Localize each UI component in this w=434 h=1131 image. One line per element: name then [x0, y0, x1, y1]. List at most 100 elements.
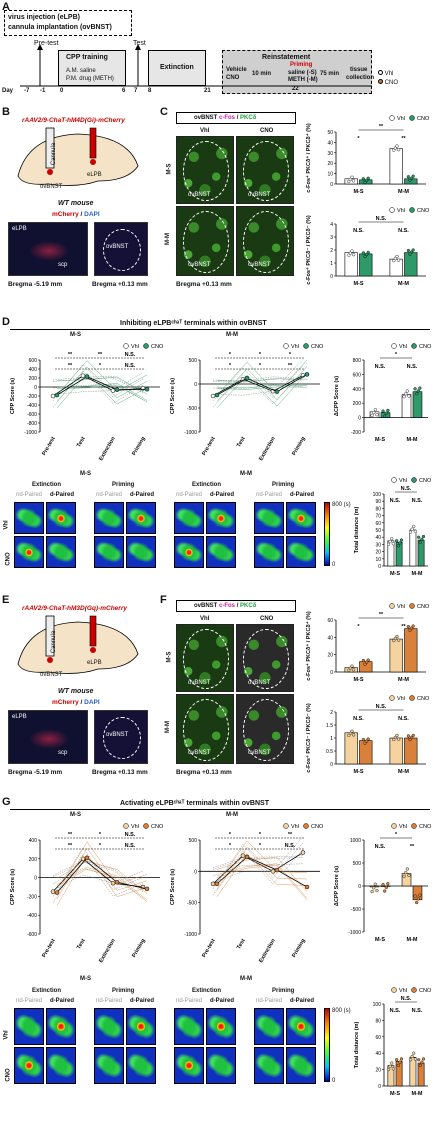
- data-point: [408, 178, 412, 182]
- heatmap-cell: [286, 1008, 316, 1045]
- data-point: [395, 1058, 399, 1062]
- legend-cno-label: CNO: [417, 604, 430, 610]
- individual-line: [52, 375, 144, 392]
- y-axis-label: Total distance (m): [354, 507, 360, 554]
- cannula-label-e: Cannula: [51, 630, 58, 654]
- am-label: A.M. saline: [66, 68, 96, 74]
- legend-cno-label: CNO: [419, 824, 432, 830]
- injection-box: [4, 10, 132, 36]
- bregma-f: Bregma +0.13 mm: [176, 769, 232, 776]
- legend-cno-marker: [409, 603, 415, 609]
- data-point: [388, 1064, 392, 1068]
- bar: [404, 252, 418, 277]
- panel-e: E rAAV2/9-ChaT-hM3D(Gq)-mCherry Cannula …: [0, 594, 160, 792]
- sig-label: N.S.: [125, 363, 136, 369]
- heatmap-cell: [126, 1047, 156, 1084]
- y-axis-label: c-Fos⁺ PKCδ⁻ / PKCδ⁻ (%): [305, 215, 312, 285]
- data-point: [399, 538, 404, 542]
- data-point: [386, 408, 390, 412]
- nd4-d: nd-Paired: [256, 492, 283, 498]
- y-tick-label: 3: [330, 235, 333, 241]
- nd1-d: nd-Paired: [16, 492, 43, 498]
- heatmap-cell: [94, 536, 124, 568]
- legend-vhl-label: Vhl: [397, 696, 405, 702]
- y-axis-label: c-Fos⁺ PKCδ⁺ / PKCδ⁺ (%): [305, 123, 312, 193]
- data-point: [411, 733, 415, 737]
- mcherry-label-b: mCherry: [52, 211, 79, 218]
- bar: [389, 148, 403, 185]
- data-point: [405, 389, 409, 393]
- legend-a-cno-label: CNO: [384, 80, 399, 86]
- y-axis-label: c-Fos⁺ PKCδ⁻ / PKCδ⁻ (%): [305, 703, 312, 773]
- y-tick-label: 100: [373, 492, 382, 498]
- data-point: [270, 869, 276, 874]
- day-m1: -1: [40, 88, 46, 94]
- panel-b: B rAAV2/9-ChaT-hM4D(Gi)-mCherry Cannula …: [0, 106, 160, 310]
- data-point: [395, 634, 399, 639]
- legend-cno-marker: [411, 343, 417, 349]
- mean-line: [216, 374, 308, 396]
- individual-line: [212, 863, 304, 877]
- sig-label: *: [99, 832, 102, 838]
- bar: [389, 638, 403, 673]
- legend-vhl-marker: [123, 823, 129, 829]
- header-f-ovbnst: ovBNST: [194, 603, 218, 609]
- individual-line: [56, 868, 148, 902]
- region-c-2: ovBNST: [248, 192, 271, 198]
- reinstatement-title: Reinstatement: [262, 54, 311, 61]
- sig-label: N.S.: [353, 716, 364, 722]
- panel-d: D Inhibiting eLPBᶜʰᵃᵀ terminals within o…: [0, 316, 434, 584]
- heatmap-cell: [254, 536, 284, 568]
- legend-vhl-label: Vhl: [397, 116, 405, 122]
- y-tick-label: 400: [29, 367, 38, 373]
- y-axis-label: CPP Score (s): [10, 378, 16, 414]
- y-axis-label: CPP Score (s): [170, 378, 176, 414]
- data-point: [361, 251, 365, 255]
- title-rule-g: [10, 809, 430, 810]
- legend-cno-label: CNO: [419, 478, 432, 484]
- data-point: [415, 392, 419, 396]
- y-tick-label: -400: [27, 913, 37, 919]
- y-tick-label: 60: [327, 618, 333, 624]
- heatmap-cell: [174, 1047, 204, 1084]
- legend-vhl-label: Vhl: [399, 478, 407, 484]
- y-tick-label: 20: [375, 550, 381, 556]
- x-tick-label: Priming: [291, 938, 306, 959]
- individual-line: [52, 364, 144, 401]
- ovbnst-image-b: [94, 222, 148, 276]
- injection-line1: virus injection (eLPB): [8, 14, 80, 21]
- heatmap-cell: [286, 1047, 316, 1084]
- y-axis-label: c-Fos⁺ PKCδ⁺ / PKCδ⁺ (%): [305, 611, 312, 681]
- individual-line: [212, 849, 304, 896]
- data-point: [386, 1067, 391, 1072]
- legend-cno-label: CNO: [417, 208, 430, 214]
- data-point: [274, 867, 280, 873]
- collection-label: collection: [346, 75, 375, 81]
- data-point: [347, 733, 351, 737]
- ovbnst-label-b: ovBNST: [40, 184, 63, 190]
- y-tick-label: 40: [375, 535, 381, 541]
- data-point: [409, 626, 414, 630]
- ext2-d: Extinction: [192, 482, 222, 488]
- heatmap-cell: [254, 1047, 284, 1084]
- y-tick-label: 0: [358, 884, 361, 890]
- heat-min-d: 0: [332, 562, 336, 568]
- data-point: [409, 250, 414, 254]
- y-tick-label: -1000: [348, 930, 361, 936]
- brain-schematic-b: [17, 127, 139, 186]
- sig-label: *: [99, 843, 102, 849]
- individual-line: [56, 360, 148, 396]
- individual-line: [212, 376, 304, 382]
- sig-label: *: [229, 363, 232, 369]
- mean-line: [56, 857, 148, 893]
- data-point: [408, 628, 412, 632]
- individual-line: [212, 842, 304, 889]
- data-point: [351, 733, 356, 737]
- ovbnst-img-label-b: ovBNST: [106, 244, 129, 250]
- y-tick-label: -200: [27, 394, 37, 400]
- injection-line2: cannula implantation (ovBNST): [8, 24, 112, 31]
- prim2-d: Priming: [272, 482, 295, 488]
- micro-f-mm-cno: [236, 694, 294, 764]
- individual-line: [212, 855, 304, 869]
